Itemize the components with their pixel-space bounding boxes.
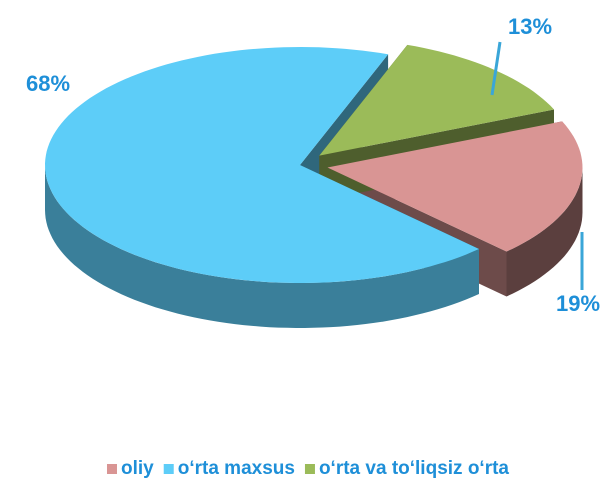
slice-wall <box>45 165 479 328</box>
legend-label: o‘rta va to‘liqsiz o‘rta <box>319 458 509 479</box>
slice <box>45 47 479 283</box>
slice-wall <box>506 167 583 297</box>
legend-swatch <box>163 464 174 474</box>
legend-label: o‘rta maxsus <box>178 458 295 479</box>
legend-swatch <box>106 464 117 474</box>
data-label: 13% <box>508 14 552 39</box>
slice <box>327 121 583 252</box>
data-label: 68% <box>26 71 70 96</box>
data-label: 19% <box>556 291 600 316</box>
leader-line <box>490 41 502 96</box>
legend-swatch <box>304 464 315 474</box>
legend-label: oliy <box>121 458 154 479</box>
